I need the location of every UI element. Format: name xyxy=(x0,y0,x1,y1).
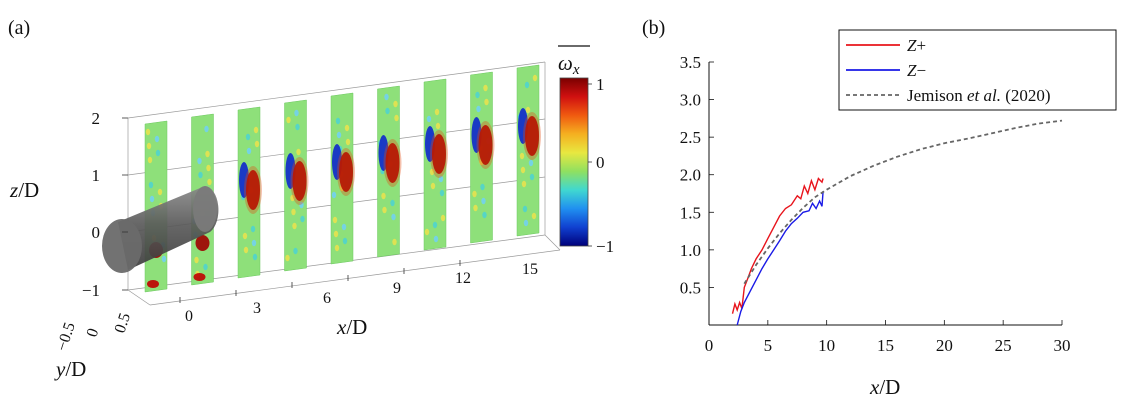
series-jemison xyxy=(743,119,1063,285)
colorbar-gradient xyxy=(559,77,589,247)
z-tick-label: 1 xyxy=(92,166,101,185)
z-axis: 2 1 0 −1 z/D xyxy=(9,109,128,300)
y-tick-label: 0.5 xyxy=(680,278,701,297)
y-tick-label: 1.0 xyxy=(680,241,701,260)
z-tick-label: −1 xyxy=(82,281,100,300)
y-tick-label: 0 xyxy=(84,326,103,339)
y-tick-label: −0.5 xyxy=(54,320,79,353)
series-z-plus xyxy=(731,177,824,314)
x-tick-label: 25 xyxy=(995,336,1012,355)
colorbar-title: ωx xyxy=(558,51,580,78)
y-tick-label: 1.5 xyxy=(680,203,701,222)
legend-label-z-plus: Z+ xyxy=(907,36,926,55)
vorticity-slice xyxy=(237,106,262,279)
x-tick-label: 0 xyxy=(705,336,714,355)
y-tick-label: 3.0 xyxy=(680,91,701,110)
x-tick-label: 6 xyxy=(323,290,331,307)
z-axis-label: z/D xyxy=(9,178,39,202)
x-tick-label: 3 xyxy=(253,300,261,317)
legend-label-z-minus: Z− xyxy=(907,61,926,80)
vorticity-slice xyxy=(284,99,309,272)
colorbar-tick: −1 xyxy=(596,237,614,256)
legend: Z+ Z− Jemison et al. (2020) xyxy=(838,29,1117,111)
x-tick-label: 9 xyxy=(393,280,401,297)
x-tick-label: 20 xyxy=(936,336,953,355)
y-tick-label: 2.0 xyxy=(680,166,701,185)
z-tick-label: 2 xyxy=(92,109,101,128)
vorticity-slice xyxy=(423,78,448,251)
vorticity-slice xyxy=(516,64,541,237)
y-tick-label: 3.5 xyxy=(680,53,701,72)
panel-b-label: (b) xyxy=(642,17,665,39)
x-tick-label: 5 xyxy=(764,336,773,355)
vorticity-slices xyxy=(144,64,541,293)
x-axis-label: x/D xyxy=(869,375,900,399)
y-tick-label: 2.5 xyxy=(680,128,701,147)
series-z-minus xyxy=(736,191,824,326)
cylinder xyxy=(102,186,219,273)
vorticity-slice xyxy=(377,85,402,258)
z-tick-label: 0 xyxy=(92,223,101,242)
x-tick-label: 15 xyxy=(877,336,894,355)
panel-a: (a) 2 1 0 xyxy=(8,17,614,381)
panel-b: (b) 0 5 10 15 20 25 30 0.5 1.0 1.5 2.0 2.5 3.0 3.5 x/… xyxy=(642,17,1117,399)
x-axis: 0 3 6 9 12 15 x/D xyxy=(179,260,538,339)
x-tick-label: 10 xyxy=(818,336,835,355)
panel-a-label: (a) xyxy=(8,17,30,39)
vorticity-slice xyxy=(470,71,495,244)
x-tick-label: 0 xyxy=(185,308,193,325)
colorbar-tick: 1 xyxy=(596,75,605,94)
x-tick-label: 30 xyxy=(1054,336,1071,355)
y-axis: −0.5 0 0.5 y/D xyxy=(54,311,134,381)
colorbar: ωx 1 0 −1 xyxy=(558,45,614,256)
legend-label-jemison: Jemison et al. (2020) xyxy=(907,86,1051,105)
x-axis-label: x/D xyxy=(336,315,367,339)
y-axis-label: y/D xyxy=(54,357,86,381)
x-tick-label: 12 xyxy=(455,270,471,287)
line-chart: 0 5 10 15 20 25 30 0.5 1.0 1.5 2.0 2.5 3.0 3.5 xyxy=(680,53,1071,355)
x-tick-label: 15 xyxy=(522,261,538,278)
colorbar-tick: 0 xyxy=(596,153,605,172)
vorticity-slice xyxy=(330,92,355,265)
y-tick-label: 0.5 xyxy=(112,311,134,335)
